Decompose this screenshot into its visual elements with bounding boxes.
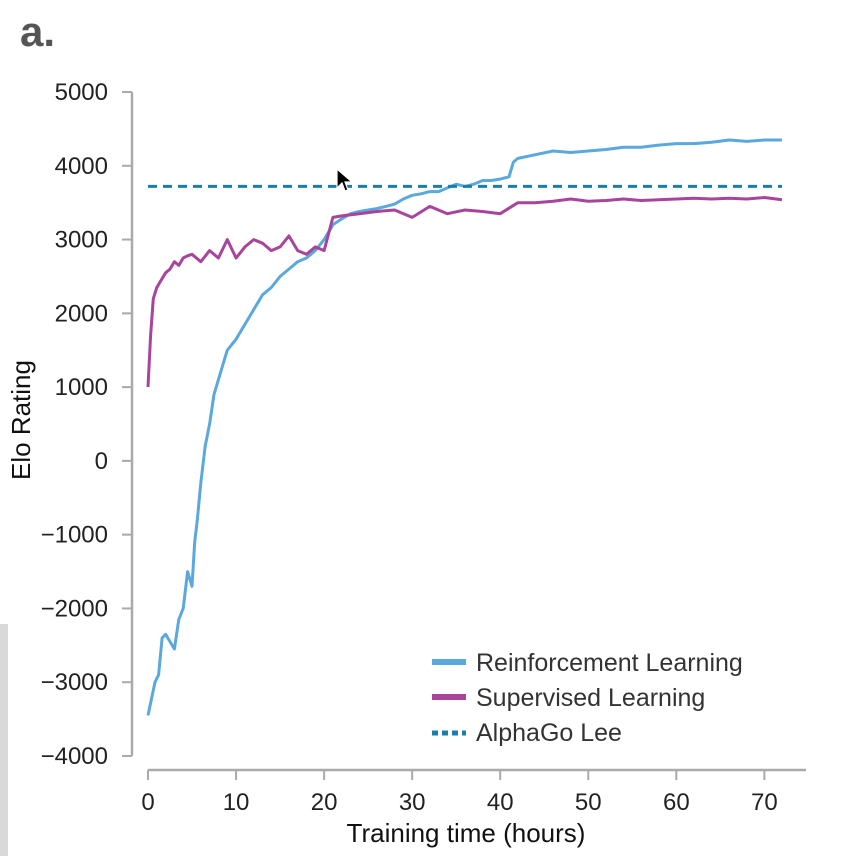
series-line-supervised [146,196,783,388]
y-tick-label: 0 [95,448,108,475]
y-tick-label: 2000 [55,300,108,327]
y-axis-title: Elo Rating [6,360,36,480]
legend: Reinforcement Learning Supervised Learni… [432,649,743,747]
x-tick-label: 20 [311,789,338,816]
x-tick-label: 60 [663,789,690,816]
y-tick-label: −4000 [41,743,108,770]
x-axis-title: Training time (hours) [347,818,586,848]
x-ticks: 0 10 20 30 40 50 60 70 [141,770,778,816]
x-tick-label: 50 [575,789,602,816]
y-tick-label: −2000 [41,595,108,622]
y-ticks: 5000 4000 3000 2000 1000 0 −1000 −2000 −3000 −400… [41,79,132,770]
y-tick-label: −1000 [41,522,108,549]
left-edge-scrollbar [0,624,8,856]
x-tick-label: 70 [751,789,778,816]
y-tick-label: −3000 [41,669,108,696]
y-tick-label: 5000 [55,79,108,106]
legend-label-reinforcement: Reinforcement Learning [476,649,743,677]
mouse-cursor-icon [336,168,354,192]
series-line-reinforcement [146,138,782,716]
legend-label-supervised: Supervised Learning [476,684,705,712]
x-tick-label: 10 [223,789,250,816]
x-tick-label: 30 [399,789,426,816]
series-layer [146,138,783,716]
x-tick-label: 0 [141,789,154,816]
x-tick-label: 40 [487,789,514,816]
y-tick-label: 1000 [55,374,108,401]
legend-label-alphago: AlphaGo Lee [476,719,622,747]
panel-label: a. [20,8,55,55]
y-tick-label: 4000 [55,153,108,180]
y-tick-label: 3000 [55,227,108,254]
plot-area: 5000 4000 3000 2000 1000 0 −1000 −2000 −3000 −400… [41,79,806,816]
